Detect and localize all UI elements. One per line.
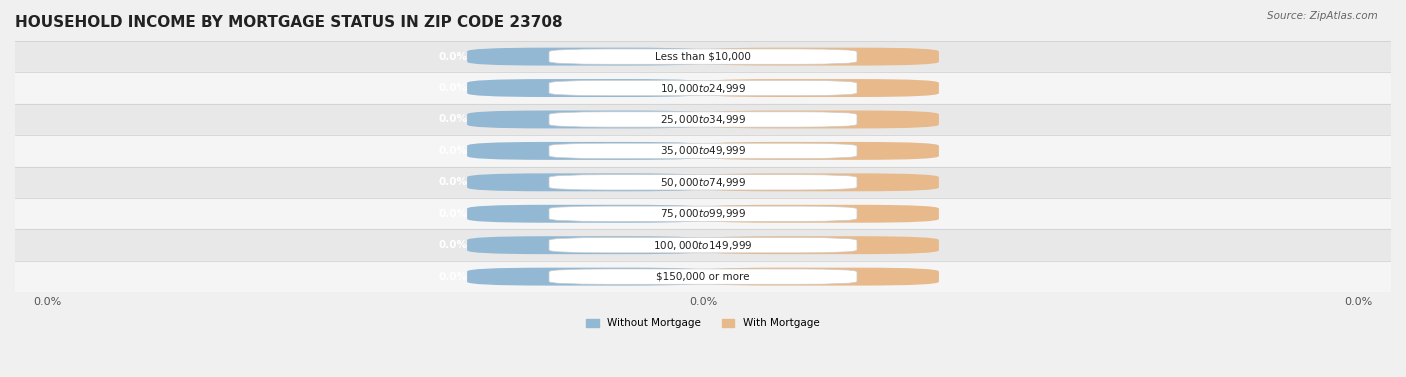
Text: 0.0%: 0.0% (439, 115, 467, 124)
Text: 0.0%: 0.0% (803, 115, 832, 124)
FancyBboxPatch shape (548, 206, 858, 221)
FancyBboxPatch shape (696, 205, 939, 223)
Text: $10,000 to $24,999: $10,000 to $24,999 (659, 81, 747, 95)
Bar (15, 41, 1391, 72)
Bar (15, 198, 1391, 230)
FancyBboxPatch shape (696, 142, 939, 160)
Text: $35,000 to $49,999: $35,000 to $49,999 (659, 144, 747, 157)
Text: 0.0%: 0.0% (574, 83, 603, 93)
FancyBboxPatch shape (548, 49, 858, 64)
Text: 0.0%: 0.0% (574, 177, 603, 187)
Text: 0.0%: 0.0% (803, 271, 832, 282)
FancyBboxPatch shape (696, 268, 939, 286)
FancyBboxPatch shape (467, 48, 710, 66)
Bar (15, 167, 1391, 198)
FancyBboxPatch shape (467, 142, 710, 160)
Text: Less than $10,000: Less than $10,000 (655, 52, 751, 61)
FancyBboxPatch shape (467, 205, 710, 223)
Bar (15, 72, 1391, 104)
FancyBboxPatch shape (548, 269, 858, 284)
Legend: Without Mortgage, With Mortgage: Without Mortgage, With Mortgage (582, 314, 824, 333)
Text: 0.0%: 0.0% (439, 52, 467, 61)
Text: 0.0%: 0.0% (574, 240, 603, 250)
FancyBboxPatch shape (548, 175, 858, 190)
Text: 0.0%: 0.0% (574, 52, 603, 61)
FancyBboxPatch shape (548, 112, 858, 127)
Text: HOUSEHOLD INCOME BY MORTGAGE STATUS IN ZIP CODE 23708: HOUSEHOLD INCOME BY MORTGAGE STATUS IN Z… (15, 15, 562, 30)
FancyBboxPatch shape (696, 236, 939, 254)
Text: 0.0%: 0.0% (574, 271, 603, 282)
Text: 0.0%: 0.0% (803, 52, 832, 61)
Text: Source: ZipAtlas.com: Source: ZipAtlas.com (1267, 11, 1378, 21)
Text: 0.0%: 0.0% (803, 177, 832, 187)
Bar (15, 230, 1391, 261)
Bar (15, 135, 1391, 167)
FancyBboxPatch shape (696, 79, 939, 97)
Text: 0.0%: 0.0% (439, 146, 467, 156)
Text: 0.0%: 0.0% (439, 177, 467, 187)
Text: 0.0%: 0.0% (803, 209, 832, 219)
FancyBboxPatch shape (467, 173, 710, 191)
Text: 0.0%: 0.0% (439, 271, 467, 282)
Text: 0.0%: 0.0% (574, 146, 603, 156)
Text: 0.0%: 0.0% (574, 115, 603, 124)
Text: 0.0%: 0.0% (803, 146, 832, 156)
Text: $100,000 to $149,999: $100,000 to $149,999 (654, 239, 752, 252)
Text: 0.0%: 0.0% (439, 209, 467, 219)
Text: 0.0%: 0.0% (439, 83, 467, 93)
Bar (15, 104, 1391, 135)
FancyBboxPatch shape (467, 79, 710, 97)
Text: $50,000 to $74,999: $50,000 to $74,999 (659, 176, 747, 189)
Text: 0.0%: 0.0% (803, 240, 832, 250)
FancyBboxPatch shape (467, 110, 710, 129)
FancyBboxPatch shape (548, 238, 858, 253)
FancyBboxPatch shape (548, 80, 858, 96)
FancyBboxPatch shape (696, 48, 939, 66)
Text: 0.0%: 0.0% (803, 83, 832, 93)
Text: 0.0%: 0.0% (574, 209, 603, 219)
FancyBboxPatch shape (696, 110, 939, 129)
Text: $150,000 or more: $150,000 or more (657, 271, 749, 282)
Text: $75,000 to $99,999: $75,000 to $99,999 (659, 207, 747, 220)
FancyBboxPatch shape (548, 143, 858, 159)
Text: $25,000 to $34,999: $25,000 to $34,999 (659, 113, 747, 126)
Text: 0.0%: 0.0% (439, 240, 467, 250)
FancyBboxPatch shape (696, 173, 939, 191)
FancyBboxPatch shape (467, 268, 710, 286)
FancyBboxPatch shape (467, 236, 710, 254)
Bar (15, 261, 1391, 292)
